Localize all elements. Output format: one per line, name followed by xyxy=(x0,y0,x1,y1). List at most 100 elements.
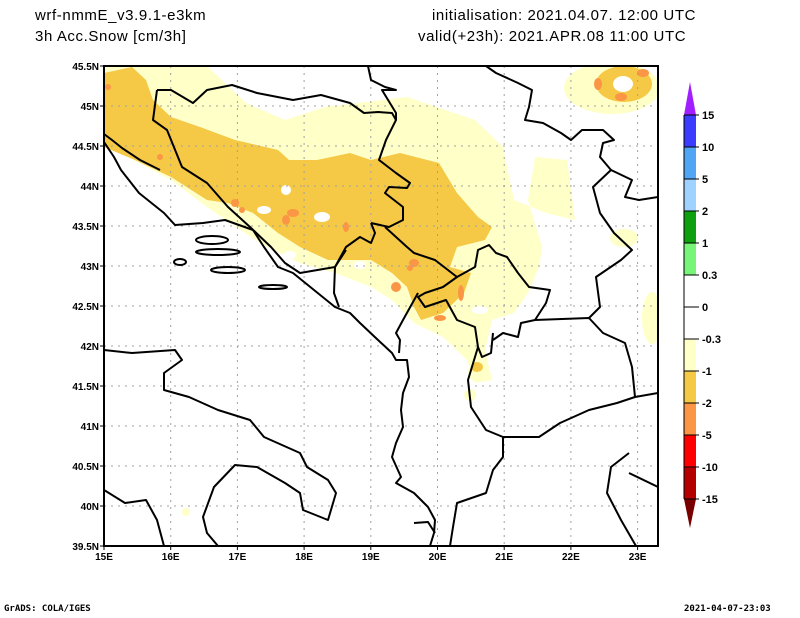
border-croatia-bosnia xyxy=(157,84,411,228)
valid-time: valid(+23h): 2021.APR.08 11:00 UTC xyxy=(418,28,687,45)
colorbar-label: 15 xyxy=(702,110,714,122)
snow-heavy-spot xyxy=(105,84,111,90)
lat-label: 44.5N xyxy=(72,142,99,153)
snow-moderate-area xyxy=(104,67,492,320)
colorbar-segment xyxy=(684,275,696,307)
island-outline xyxy=(258,284,288,290)
colorbar-label: -1 xyxy=(702,366,712,378)
lon-label: 18E xyxy=(295,552,313,563)
coastline-italy-south xyxy=(104,489,165,546)
border-kosovo xyxy=(456,244,551,341)
lat-label: 44N xyxy=(81,182,99,193)
coastline-aegean xyxy=(628,472,658,488)
lat-label: 40N xyxy=(81,502,99,513)
snow-free-patch xyxy=(314,212,330,222)
snow-heavy-spot xyxy=(407,265,413,271)
lat-label: 39.5N xyxy=(72,542,99,553)
lat-label: 41N xyxy=(81,422,99,433)
border-serbia-bulgaria-romania xyxy=(485,66,633,319)
coastline-italy xyxy=(104,349,337,546)
lat-label: 45N xyxy=(81,102,99,113)
lon-label: 21E xyxy=(495,552,513,563)
lon-label: 23E xyxy=(629,552,647,563)
colorbar: 15 10 5 2 1 0.3 0 -0.3 -1 -2 -5 -10 -15 xyxy=(683,82,721,528)
island-outline xyxy=(210,266,246,274)
snow-free-patch xyxy=(284,251,296,259)
border-serbia-hungary xyxy=(367,66,397,120)
colorbar-segment xyxy=(684,211,696,243)
coastline-croatia-north xyxy=(104,133,161,171)
snow-heavy-spot xyxy=(434,315,446,321)
colorbar-bottom-arrow xyxy=(684,499,696,528)
island-outline xyxy=(173,258,187,266)
snow-heavy-spot xyxy=(391,282,401,292)
colorbar-label: 0.3 xyxy=(702,270,717,282)
border-macedonia-greece xyxy=(503,392,658,438)
init-time: initialisation: 2021.04.07. 12:00 UTC xyxy=(432,7,697,24)
border-montenegro-west xyxy=(333,249,347,308)
colorbar-label: 5 xyxy=(702,174,708,186)
snow-light-patch xyxy=(610,229,638,247)
snow-heavy-spot xyxy=(287,209,299,217)
border-bosnia-west xyxy=(152,89,376,274)
colorbar-label: 1 xyxy=(702,238,708,250)
colorbar-label: -5 xyxy=(702,430,712,442)
island-outline xyxy=(195,235,229,245)
footer-credit: GrADS: COLA/IGES xyxy=(4,604,91,614)
snow-heavy-spot xyxy=(594,78,602,90)
border-romania-bulgaria xyxy=(610,169,658,201)
colorbar-label: 0 xyxy=(702,302,708,314)
snow-free-patch xyxy=(354,261,366,269)
snow-heavy-spot xyxy=(458,285,464,301)
snow-light-patch xyxy=(642,292,658,344)
island-outline xyxy=(195,248,241,256)
snow-free-patch xyxy=(257,206,271,214)
model-title: wrf-nmmE_v3.9.1-e3km xyxy=(35,7,207,24)
plot-area xyxy=(104,66,658,546)
colorbar-label: -10 xyxy=(702,462,718,474)
colorbar-segment xyxy=(684,179,696,211)
snow-heavy-spot xyxy=(282,215,290,225)
colorbar-segment xyxy=(684,115,696,147)
colorbar-segment xyxy=(684,435,696,467)
colorbar-label: -0.3 xyxy=(702,334,721,346)
lat-label: 45.5N xyxy=(72,62,99,73)
snow-free-patch xyxy=(472,306,488,314)
lon-label: 16E xyxy=(162,552,180,563)
border-albania-east xyxy=(449,346,504,546)
border-greece-bulgaria xyxy=(606,452,637,546)
border-macedonia-bulgaria xyxy=(534,317,636,398)
colorbar-label: 10 xyxy=(702,142,714,154)
snow-heavy-spot xyxy=(409,259,419,267)
field-title: 3h Acc.Snow [cm/3h] xyxy=(35,28,187,45)
lon-label: 17E xyxy=(229,552,247,563)
snow-heavy-spot xyxy=(343,222,349,232)
lon-label: 19E xyxy=(362,552,380,563)
colorbar-top-arrow xyxy=(684,82,696,115)
lat-label: 42.5N xyxy=(72,302,99,313)
snow-free-patch xyxy=(281,185,291,195)
border-serbia-montenegro xyxy=(384,226,494,358)
snow-light-patch xyxy=(182,508,190,516)
colorbar-segment xyxy=(684,339,696,371)
lon-label: 20E xyxy=(429,552,447,563)
colorbar-segment xyxy=(684,371,696,403)
colorbar-label: -2 xyxy=(702,398,712,410)
colorbar-segment xyxy=(684,243,696,275)
lon-label: 15E xyxy=(95,552,113,563)
colorbar-label: -15 xyxy=(702,494,718,506)
coastline-greece xyxy=(413,521,436,534)
lon-label: 22E xyxy=(562,552,580,563)
snow-heavy-spot xyxy=(615,93,627,101)
snow-heavy-spot xyxy=(239,207,245,213)
lat-label: 43N xyxy=(81,262,99,273)
lat-label: 41.5N xyxy=(72,382,99,393)
lat-label: 43.5N xyxy=(72,222,99,233)
colorbar-segment xyxy=(684,403,696,435)
lat-label: 42N xyxy=(81,342,99,353)
snow-moderate-patch xyxy=(471,362,483,372)
snow-free-patch xyxy=(613,76,633,92)
footer-timestamp: 2021-04-07-23:03 xyxy=(684,604,771,614)
colorbar-segment xyxy=(684,467,696,499)
